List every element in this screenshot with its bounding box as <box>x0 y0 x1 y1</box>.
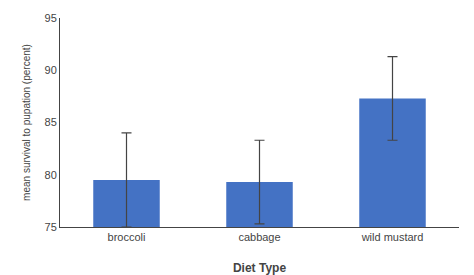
svg-text:Diet Type: Diet Type <box>233 261 286 275</box>
svg-text:95: 95 <box>45 12 57 24</box>
svg-text:80: 80 <box>45 169 57 181</box>
svg-text:75: 75 <box>45 221 57 233</box>
svg-text:broccoli: broccoli <box>108 231 146 243</box>
svg-text:wild mustard: wild mustard <box>361 231 424 243</box>
svg-text:90: 90 <box>45 64 57 76</box>
svg-text:cabbage: cabbage <box>238 231 280 243</box>
svg-text:mean survival to pupation (per: mean survival to pupation (percent) <box>21 44 32 201</box>
svg-text:85: 85 <box>45 116 57 128</box>
